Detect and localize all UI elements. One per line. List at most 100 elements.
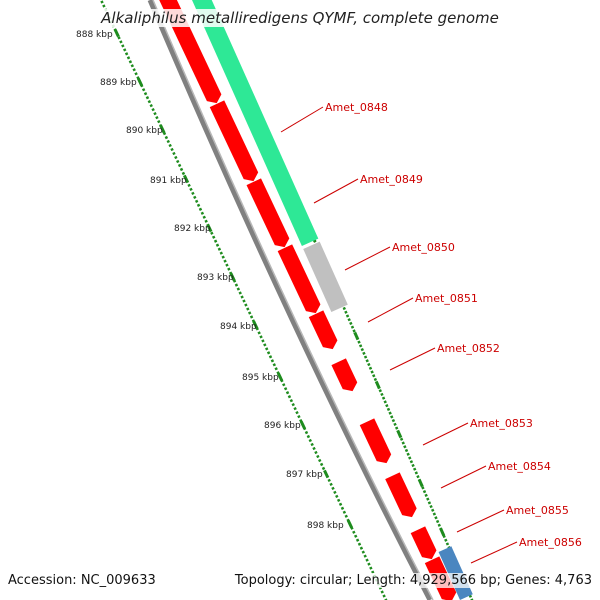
inner-scale-dot	[172, 151, 176, 156]
inner-scale-dot	[355, 538, 360, 542]
outer-scale-dot	[345, 314, 350, 318]
inner-scale-dot	[293, 406, 297, 411]
major-tick	[346, 519, 353, 529]
outer-scale-dot	[426, 497, 430, 501]
inner-scale-dot	[153, 111, 157, 116]
inner-scale-dot	[191, 191, 195, 196]
outer-scale-dot	[365, 359, 369, 363]
inner-scale-dot	[164, 135, 169, 140]
inner-scale-dot	[335, 494, 339, 498]
inner-scale-dot	[204, 219, 208, 223]
inner-scale-dot	[213, 239, 218, 243]
inner-scale-dot	[299, 418, 303, 423]
inner-scale-dot	[359, 546, 364, 550]
gene-label[interactable]: Amet_0856	[519, 536, 582, 549]
inner-scale-dot	[329, 482, 333, 487]
inner-scale-dot	[316, 454, 320, 459]
inner-scale-dot	[198, 207, 203, 211]
kbp-tick-label: 891 kbp	[150, 176, 187, 186]
inner-scale-dot	[200, 211, 205, 215]
inner-scale-dot	[102, 4, 106, 8]
inner-scale-dot	[143, 92, 148, 96]
inner-scale-dot	[247, 311, 252, 315]
inner-scale-dot	[249, 315, 254, 319]
inner-scale-dot	[244, 303, 248, 307]
outer-scale-dot	[367, 362, 371, 367]
grey-feature	[303, 241, 348, 312]
inner-scale-dot	[130, 64, 134, 68]
inner-scale-dot	[227, 267, 231, 271]
inner-scale-dot	[336, 498, 341, 502]
inner-scale-dot	[147, 100, 152, 104]
gene-label[interactable]: Amet_0852	[437, 342, 500, 355]
inner-scale-dot	[354, 534, 358, 538]
outer-scale-dot	[403, 445, 407, 449]
inner-scale-dot	[340, 506, 345, 510]
inner-scale-dot	[141, 88, 146, 92]
inner-scale-dot	[145, 96, 150, 100]
gene-block	[308, 310, 338, 350]
inner-scale-dot	[194, 199, 199, 203]
kbp-tick-label: 895 kbp	[242, 373, 279, 383]
backbone-highlight	[152, 0, 434, 600]
inner-scale-dot	[210, 231, 214, 235]
outer-scale-dot	[408, 456, 412, 460]
gene-label[interactable]: Amet_0855	[506, 504, 569, 517]
green-feature	[192, 0, 319, 246]
outer-scale-dot	[416, 475, 420, 479]
inner-scale-dot	[246, 307, 250, 311]
leader-line	[440, 465, 487, 489]
gene-block	[359, 418, 392, 464]
outer-scale-dot	[352, 329, 356, 333]
inner-scale-dot	[318, 458, 322, 463]
inner-scale-dot	[352, 530, 356, 534]
inner-scale-dot	[215, 243, 220, 247]
gene-label[interactable]: Amet_0848	[325, 101, 388, 114]
major-tick	[206, 223, 213, 233]
gene-label[interactable]: Amet_0854	[488, 460, 551, 473]
inner-scale-dot	[257, 331, 261, 335]
outer-scale-dot	[391, 418, 396, 423]
inner-scale-dot	[100, 0, 104, 4]
inner-scale-dot	[268, 355, 273, 359]
backbone-layer	[147, 0, 434, 600]
gene-label[interactable]: Amet_0849	[360, 173, 423, 186]
inner-scale-dot	[297, 414, 301, 419]
kbp-tick-label: 888 kbp	[76, 30, 113, 40]
major-tick	[417, 478, 424, 488]
inner-scale-dot	[176, 159, 180, 164]
inner-scale-dot	[151, 107, 155, 112]
inner-scale-dot	[170, 147, 174, 152]
inner-scale-dot	[193, 195, 197, 199]
gene-label[interactable]: Amet_0850	[392, 241, 455, 254]
leader-line	[367, 297, 414, 323]
inner-scale-dot	[369, 566, 373, 570]
kbp-tick-label: 894 kbp	[220, 322, 257, 332]
inner-scale-dot	[119, 40, 123, 44]
gene-label[interactable]: Amet_0853	[470, 417, 533, 430]
outer-scale-dot	[431, 508, 435, 512]
outer-scale-dot	[422, 489, 427, 494]
inner-scale-dot	[157, 119, 161, 124]
major-tick	[159, 124, 166, 134]
gene-label[interactable]: Amet_0851	[415, 292, 478, 305]
inner-scale-dot	[217, 247, 222, 251]
outer-scale-dot	[362, 351, 366, 355]
major-tick	[277, 372, 284, 382]
inner-scale-dot	[168, 143, 172, 148]
outer-scale-dot	[429, 504, 433, 509]
inner-scale-dot	[319, 462, 324, 467]
inner-scale-dot	[327, 478, 331, 483]
inner-scale-dot	[202, 215, 206, 219]
outer-scale-dot	[399, 437, 404, 441]
inner-scale-dot	[289, 399, 294, 403]
outer-scale-dot	[350, 325, 355, 329]
outer-scale-dot	[421, 486, 425, 490]
inner-scale-dot	[124, 52, 129, 56]
inner-scale-dot	[371, 570, 375, 574]
inner-scale-dot	[295, 410, 299, 415]
major-tick	[182, 174, 190, 184]
inner-scale-dot	[134, 72, 138, 76]
outer-scale-dot	[386, 407, 391, 412]
